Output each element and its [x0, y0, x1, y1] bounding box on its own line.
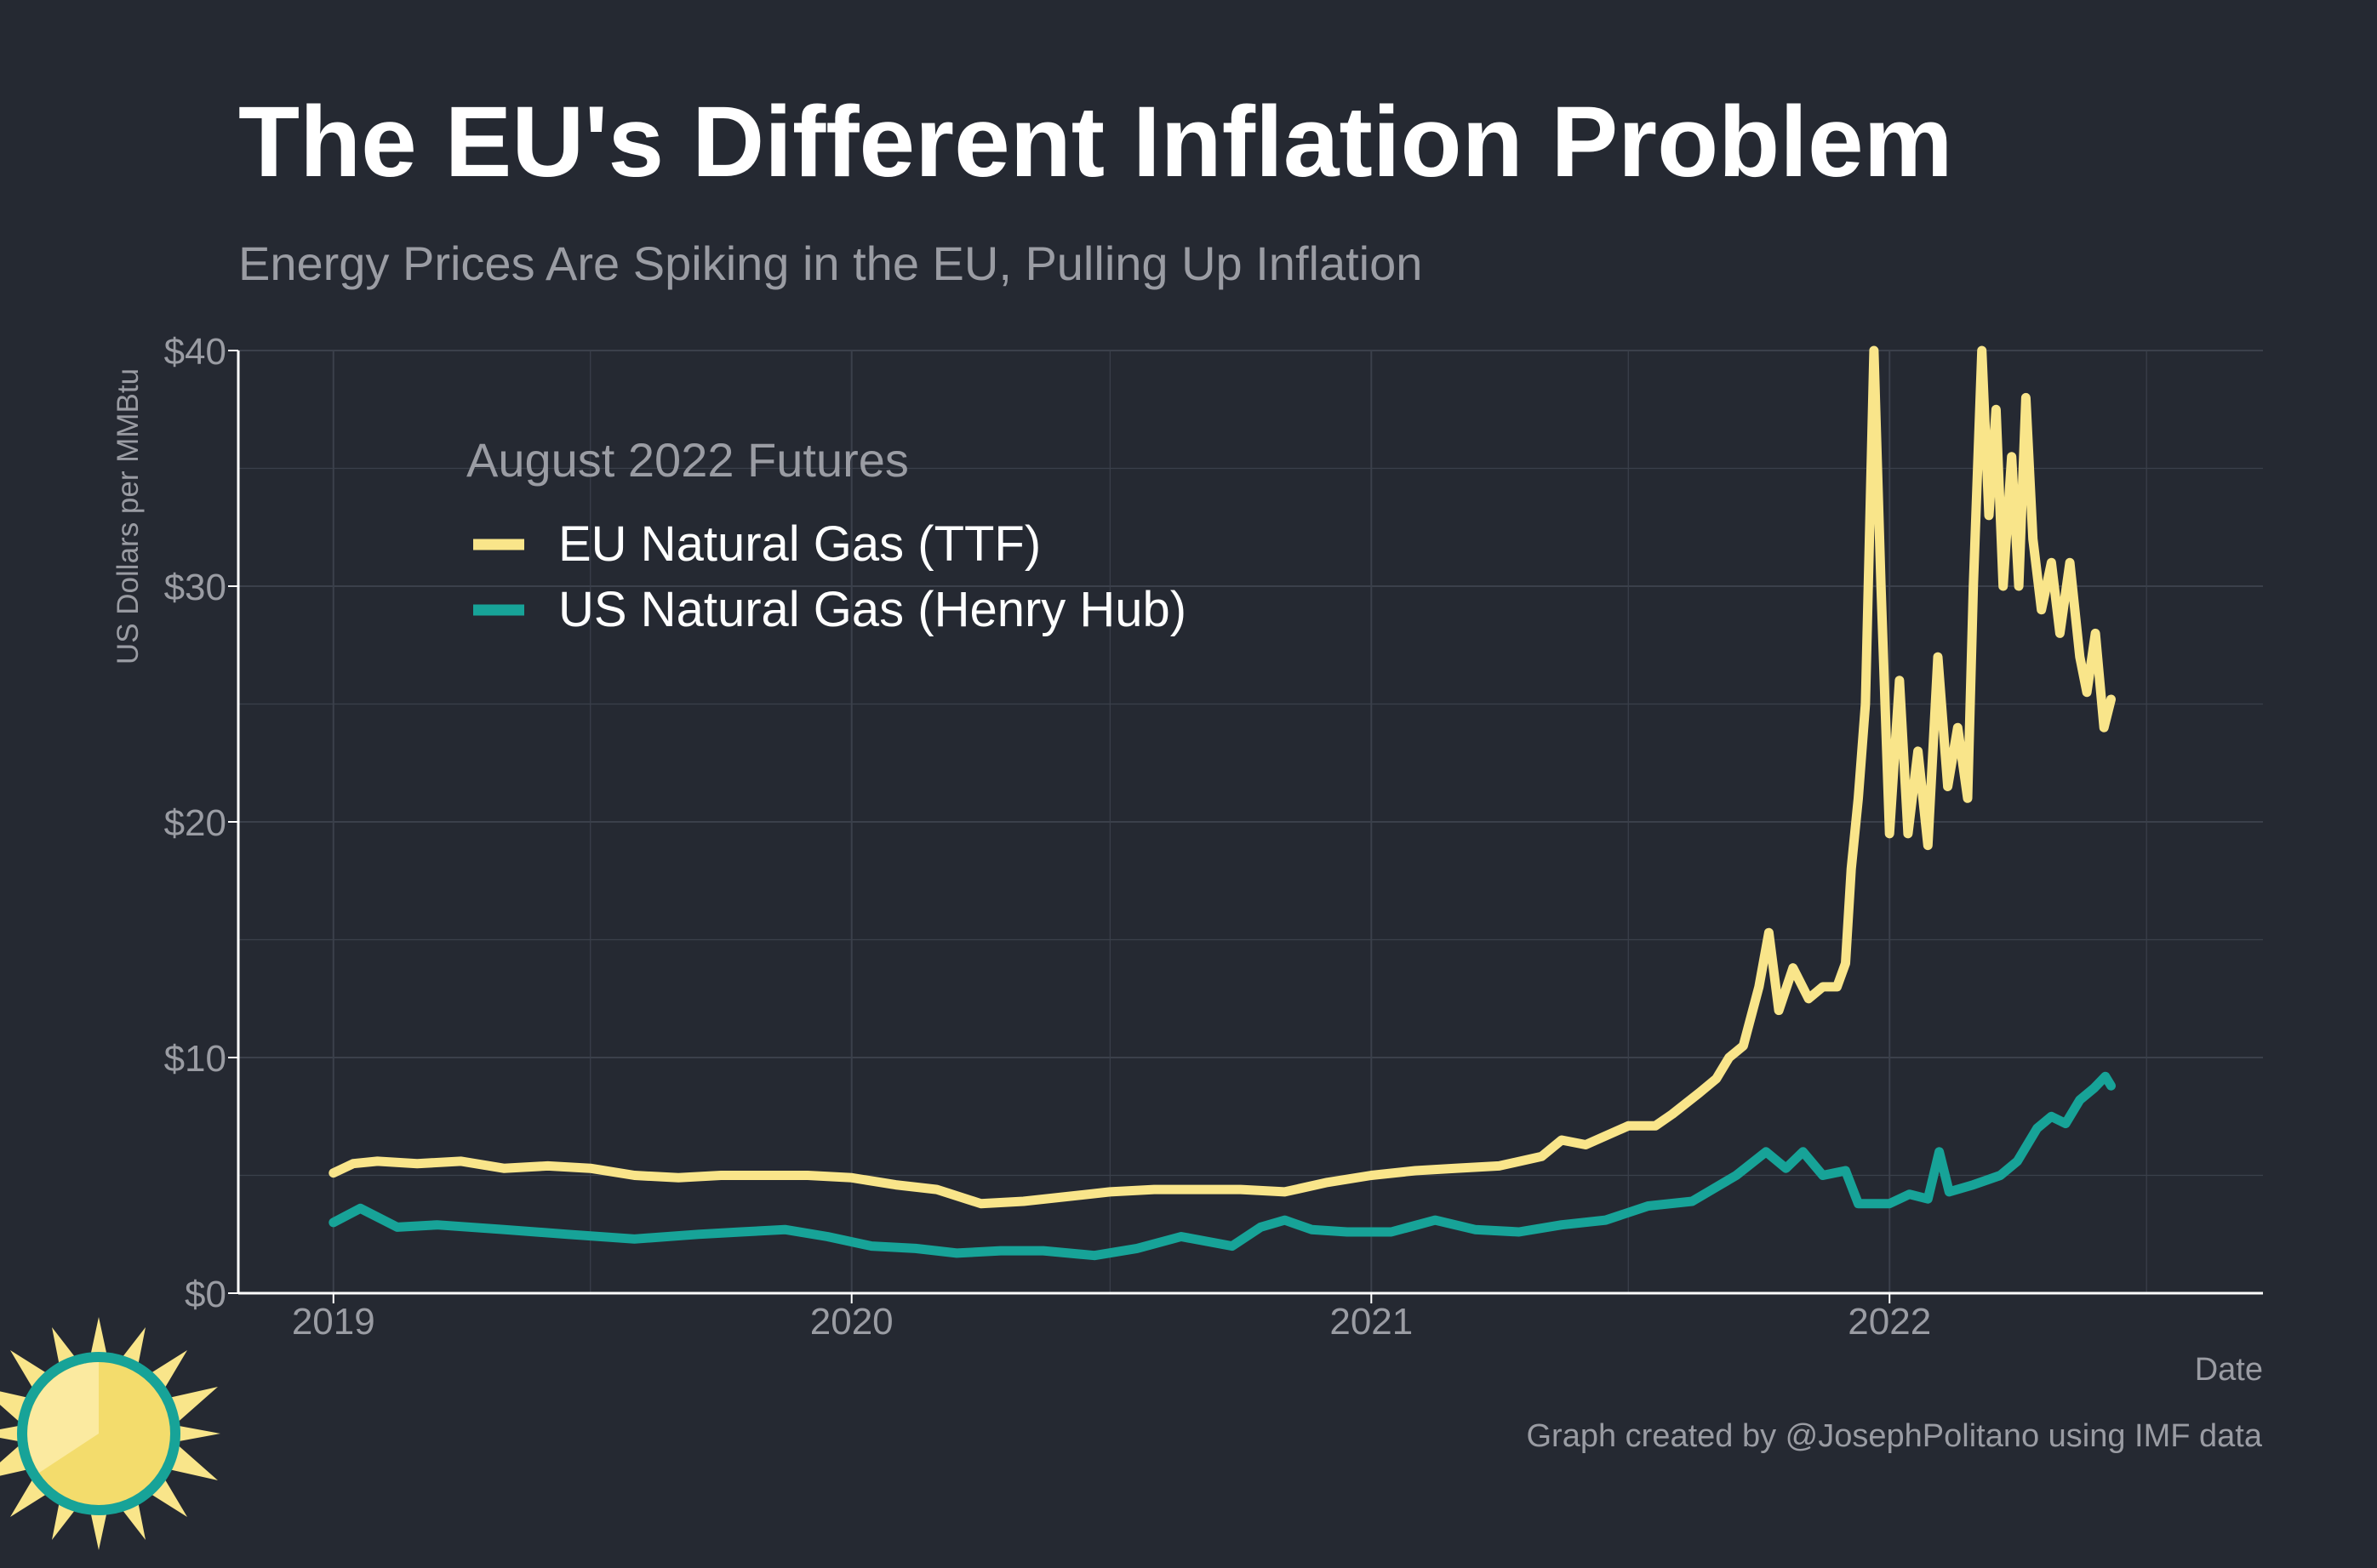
chart-subtitle: Energy Prices Are Spiking in the EU, Pul… — [238, 237, 1423, 290]
y-axis-label: US Dollars per MMBtu — [111, 368, 145, 664]
sun-logo — [0, 1317, 220, 1550]
legend: August 2022 Futures EU Natural Gas (TTF)… — [466, 433, 1186, 637]
series-line-eu-ttf — [329, 345, 2116, 1209]
y-tick-labels: $0 $10 $20 $30 $40 — [164, 331, 238, 1315]
legend-title: August 2022 Futures — [466, 433, 909, 487]
y-tick-label: $10 — [164, 1038, 226, 1080]
x-tick-labels: 2019 2020 2021 2022 — [292, 1293, 1931, 1343]
x-axis-label: Date — [2195, 1352, 2263, 1388]
source-caption: Graph created by @JosephPolitano using I… — [1526, 1418, 2263, 1454]
sun-highlight — [27, 1362, 99, 1473]
legend-label-us: US Natural Gas (Henry Hub) — [558, 582, 1186, 637]
y-tick-label: $30 — [164, 567, 226, 608]
grid-lines — [238, 350, 2263, 1294]
legend-label-eu: EU Natural Gas (TTF) — [558, 516, 1041, 572]
y-tick-label: $0 — [185, 1274, 226, 1315]
y-tick-label: $20 — [164, 802, 226, 844]
chart-title: The EU's Different Inflation Problem — [238, 86, 1953, 198]
x-tick-label: 2020 — [810, 1301, 894, 1343]
x-tick-label: 2019 — [292, 1301, 375, 1343]
x-tick-label: 2022 — [1848, 1301, 1931, 1343]
series-lines — [329, 345, 2116, 1261]
series-line-us-henry-hub — [329, 1071, 2116, 1261]
y-tick-label: $40 — [164, 331, 226, 373]
x-tick-label: 2021 — [1329, 1301, 1413, 1343]
